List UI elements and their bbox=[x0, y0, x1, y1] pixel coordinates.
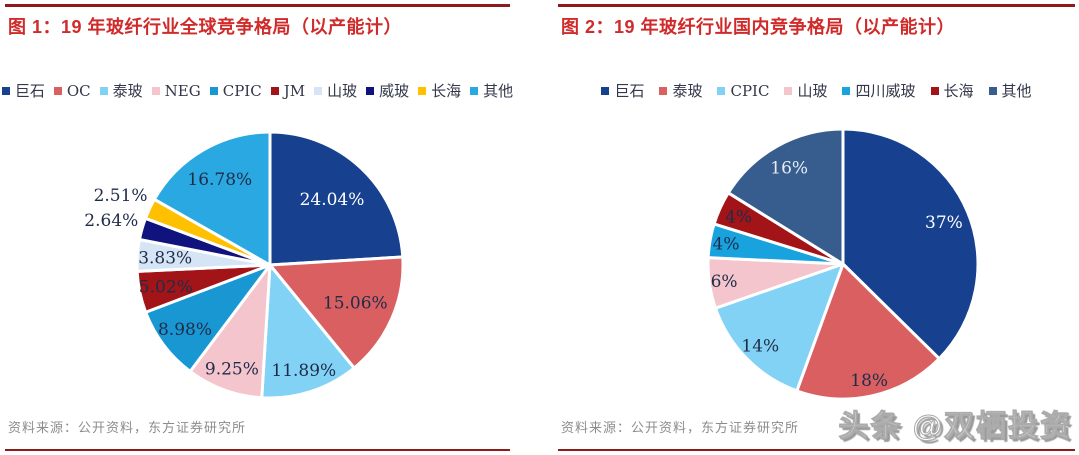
legend-swatch-icon bbox=[717, 86, 726, 95]
legend-swatch-icon bbox=[151, 86, 160, 95]
pie-data-label-长海: 2.51% bbox=[94, 186, 148, 206]
legend-label: 长海 bbox=[943, 82, 974, 100]
legend-label: 长海 bbox=[431, 82, 462, 100]
figure-2-source: 资料来源：公开资料，东方证券研究所 bbox=[561, 420, 800, 435]
pie-data-label-泰玻: 11.89% bbox=[271, 361, 336, 381]
legend-item-山玻: 山玻 bbox=[314, 80, 357, 101]
legend-swatch-icon bbox=[601, 86, 610, 95]
legend-item-其他: 其他 bbox=[470, 80, 513, 101]
pie-data-label-其他: 16.78% bbox=[187, 170, 252, 190]
pie-data-label-OC: 15.06% bbox=[323, 293, 388, 313]
pie-slice-泰玻 bbox=[260, 263, 356, 400]
figure-1-bottom-rule bbox=[5, 449, 510, 451]
legend-label: 山玻 bbox=[797, 82, 828, 100]
legend-swatch-icon bbox=[1, 86, 10, 95]
legend-swatch-icon bbox=[314, 86, 323, 95]
legend-item-其他: 其他 bbox=[988, 80, 1032, 101]
pie-slice-巨石 bbox=[268, 130, 405, 267]
pie-data-label-CPIC: 8.98% bbox=[158, 320, 212, 340]
legend-swatch-icon bbox=[842, 86, 851, 95]
legend-swatch-icon bbox=[99, 86, 108, 95]
figure-1-legend: 巨石 OC 泰玻 NEG CPIC JM 山玻 威玻 长海 其他 bbox=[1, 80, 513, 101]
legend-label: CPIC bbox=[222, 81, 262, 100]
figure-1-source: 资料来源：公开资料，东方证券研究所 bbox=[8, 420, 247, 435]
legend-item-NEG: NEG bbox=[151, 81, 201, 100]
legend-item-山玻: 山玻 bbox=[784, 80, 827, 101]
legend-item-OC: OC bbox=[53, 81, 91, 100]
figure-2-title: 图 2：19 年玻纤行业国内竞争格局（以产能计） bbox=[561, 17, 956, 37]
figure-1-title: 图 1：19 年玻纤行业全球竞争格局（以产能计） bbox=[8, 17, 403, 37]
legend-label: NEG bbox=[164, 81, 201, 100]
legend-label: 四川威玻 bbox=[855, 82, 916, 100]
legend-swatch-icon bbox=[988, 86, 997, 95]
watermark: 头条 @双栖投资 bbox=[838, 410, 1072, 444]
figure-2: 图 2：19 年玻纤行业国内竞争格局（以产能计） 巨石 泰玻 CPIC 山玻 四川威玻 长… bbox=[558, 0, 1075, 455]
legend-item-CPIC: CPIC bbox=[717, 82, 769, 100]
legend-swatch-icon bbox=[930, 86, 939, 95]
figure-2-pie-chart: 37% 18% 14% 6% 4% 4% 16% bbox=[706, 127, 980, 401]
pie-slice-其他 bbox=[152, 130, 272, 267]
legend-label: JM bbox=[283, 81, 306, 100]
pie-data-label-NEG: 9.25% bbox=[205, 360, 259, 380]
figure-1-pie-chart: 24.04%15.06%11.89%9.25%8.98%5.02%3.83%2.… bbox=[84, 130, 405, 400]
pie-slice-OC bbox=[268, 255, 405, 370]
figure-2-legend: 巨石 泰玻 CPIC 山玻 四川威玻 长海 其他 bbox=[558, 80, 1075, 101]
figure-2-top-rule bbox=[558, 4, 1075, 7]
pie-data-label-泰玻: 18% bbox=[850, 371, 888, 391]
legend-swatch-icon bbox=[209, 86, 218, 95]
figure-1-top-rule bbox=[5, 4, 510, 7]
pie-data-label-其他: 16% bbox=[770, 158, 808, 178]
pie-data-label-CPIC: 14% bbox=[741, 336, 779, 356]
pie-data-label-巨石: 37% bbox=[925, 213, 963, 233]
pie-slice-巨石 bbox=[841, 127, 980, 361]
legend-swatch-icon bbox=[418, 86, 427, 95]
pie-slice-CPIC bbox=[713, 262, 845, 393]
legend-label: 山玻 bbox=[327, 82, 358, 100]
legend-item-威玻: 威玻 bbox=[366, 80, 409, 101]
legend-label: 泰玻 bbox=[112, 82, 143, 100]
legend-item-巨石: 巨石 bbox=[1, 80, 45, 101]
legend-label: 威玻 bbox=[379, 82, 410, 100]
figure-2-bottom-rule bbox=[558, 449, 1075, 451]
pie-data-label-JM: 5.02% bbox=[139, 278, 193, 298]
legend-item-CPIC: CPIC bbox=[209, 81, 262, 100]
legend-label: CPIC bbox=[730, 81, 770, 100]
legend-label: 其他 bbox=[1001, 82, 1032, 100]
legend-swatch-icon bbox=[470, 86, 479, 95]
legend-swatch-icon bbox=[366, 86, 375, 95]
legend-item-四川威玻: 四川威玻 bbox=[842, 80, 916, 101]
pie-slice-泰玻 bbox=[795, 262, 941, 401]
legend-item-泰玻: 泰玻 bbox=[99, 80, 143, 101]
legend-item-长海: 长海 bbox=[418, 80, 461, 101]
legend-swatch-icon bbox=[53, 86, 62, 95]
figure-1: 图 1：19 年玻纤行业全球竞争格局（以产能计） 巨石 OC 泰玻 NEG CPIC JM… bbox=[1, 0, 513, 455]
legend-label: 巨石 bbox=[14, 82, 45, 100]
legend-label: OC bbox=[66, 81, 91, 100]
legend-swatch-icon bbox=[659, 86, 668, 95]
legend-item-泰玻: 泰玻 bbox=[659, 80, 702, 101]
legend-label: 巨石 bbox=[614, 82, 645, 100]
legend-label: 其他 bbox=[483, 82, 514, 100]
pie-data-label-四川威玻: 4% bbox=[713, 234, 740, 254]
pie-data-label-长海: 4% bbox=[725, 207, 752, 227]
pie-data-label-山玻: 3.83% bbox=[138, 248, 192, 268]
legend-swatch-icon bbox=[784, 86, 793, 95]
pie-slice-其他 bbox=[726, 127, 845, 266]
legend-item-JM: JM bbox=[270, 81, 306, 100]
pie-data-label-威玻: 2.64% bbox=[84, 211, 138, 231]
legend-label: 泰玻 bbox=[672, 82, 703, 100]
pie-data-label-巨石: 24.04% bbox=[300, 190, 365, 210]
pie-data-label-山玻: 6% bbox=[711, 272, 738, 292]
legend-swatch-icon bbox=[270, 86, 279, 95]
legend-item-长海: 长海 bbox=[930, 80, 974, 101]
legend-item-巨石: 巨石 bbox=[601, 80, 644, 101]
